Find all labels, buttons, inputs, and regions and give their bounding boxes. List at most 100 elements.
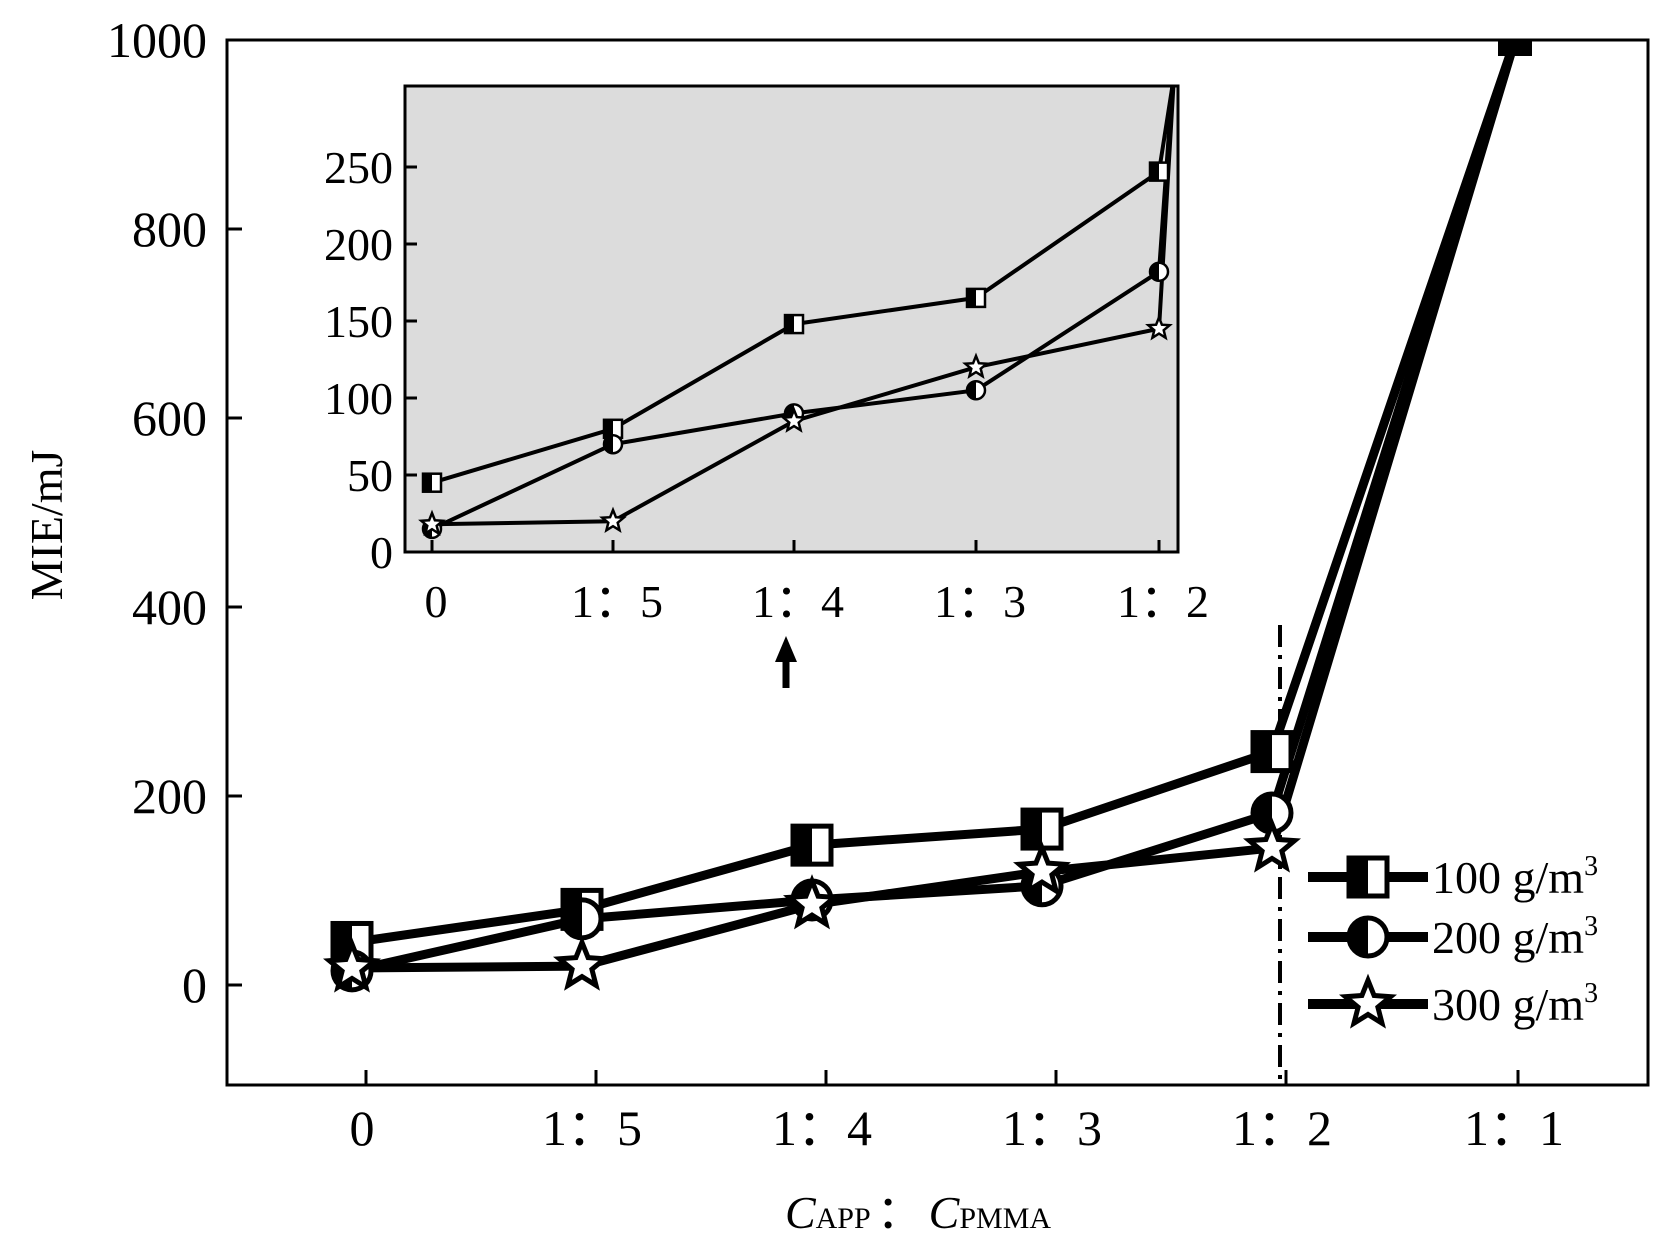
x-tick-label-1: 1：5: [542, 1100, 642, 1156]
inset-series-2-point-3-fill: [967, 381, 976, 400]
inset-series-1-point-3-fill: [967, 288, 976, 307]
inset-series-line-3: [431, 86, 1176, 527]
y-tick-label-200: 200: [132, 768, 207, 824]
legend-label-2: 200 g/m3: [1432, 911, 1598, 963]
inset-series-1-point-1-fill: [604, 419, 613, 438]
series-3-point-3-star: [1013, 841, 1071, 897]
inset-series-group: [418, 86, 1176, 540]
series-1-point-3: [1020, 807, 1064, 851]
inset-series-2-point-1-fill: [604, 435, 613, 454]
x-axis-label-c2: C: [929, 1187, 961, 1238]
x-axis-label-sub2: PMMA: [959, 1202, 1051, 1235]
inset-series-1-point-3: [965, 287, 987, 309]
series-1-point-2-fill: [793, 826, 812, 865]
series-3-point-2-star: [783, 874, 841, 930]
series-2-point-1-fill: [563, 899, 582, 938]
series-1-point-4: [1250, 730, 1294, 774]
legend-marker-2-fill: [1349, 918, 1368, 956]
inset-x-tick-label-2: 1：4: [752, 576, 844, 627]
legend-label-sup-3: 3: [1584, 978, 1598, 1009]
top-point-cluster: [1498, 40, 1532, 56]
inset-series-line-2: [431, 86, 1175, 531]
inset-series-1-point-0: [421, 472, 443, 493]
inset-series-3-point-4-star: [1145, 314, 1173, 341]
inset-series-line-1: [431, 86, 1175, 485]
legend-marker-3-star: [1339, 973, 1397, 1029]
inset-series-3-point-0-star: [418, 509, 446, 537]
y-axis-label: MIE/mJ: [21, 450, 72, 601]
inset-series-3-point-1-star: [599, 506, 627, 533]
legend-marker-3: [1339, 973, 1397, 1029]
legend-label-sup-1: 3: [1584, 851, 1598, 882]
series-2-point-1: [560, 897, 604, 941]
inset-series-2-point-4: [1148, 261, 1170, 282]
series-1-point-2: [790, 823, 834, 867]
legend-label-text-1: 100 g/m: [1432, 852, 1584, 903]
x-axis-label-sub1: APP: [816, 1202, 871, 1235]
inset-series-2-point-3: [965, 380, 987, 401]
inset-y-tick-label-0: 0: [370, 527, 393, 578]
x-tick-label-3: 1：3: [1002, 1100, 1102, 1156]
inset-series-1-point-2-fill: [785, 315, 794, 334]
series-3-point-4-star: [1243, 817, 1301, 873]
inset-series-2-point-4-fill: [1150, 262, 1159, 281]
series-line-2: [351, 38, 1520, 976]
inset-series-1-point-4: [1148, 161, 1170, 182]
x-axis-label-sep: ：: [877, 1187, 923, 1238]
series-3-point-2: [783, 874, 841, 930]
x-tick-label-2: 1：4: [772, 1100, 872, 1156]
inset-series-1-point-4-fill: [1150, 162, 1159, 181]
x-tick-label-5: 1：1: [1464, 1100, 1564, 1156]
series-2-point-4-fill: [1253, 794, 1272, 833]
series-3-point-0-star: [323, 937, 381, 993]
inset-series-1-point-2: [783, 313, 805, 335]
inset-series-3-point-2: [780, 406, 808, 433]
legend-label-text-3: 300 g/m: [1432, 979, 1584, 1030]
y-tick-label-1000: 1000: [107, 12, 207, 68]
x-tick-label-4: 1：2: [1232, 1100, 1332, 1156]
series-1-point-3-fill: [1023, 810, 1042, 849]
inset-series-3-point-4: [1145, 314, 1173, 341]
legend-label-text-2: 200 g/m: [1432, 912, 1584, 963]
series-3-point-1-star: [553, 935, 611, 991]
inset-y-tick-label-200: 200: [324, 219, 393, 270]
legend-marker-1: [1346, 855, 1390, 899]
inset-x-tick-label-4: 1：2: [1117, 576, 1209, 627]
y-tick-label-800: 800: [132, 201, 207, 257]
x-tick-label-0: 0: [350, 1100, 375, 1156]
x-axis-label: CAPP： CPMMA: [785, 1187, 1051, 1238]
series-line-1: [351, 38, 1520, 947]
inset-y-tick-label-50: 50: [347, 450, 393, 501]
inset-plot: 0 50 100 150 200 250 0 1：5 1：4 1：3 1：2: [324, 84, 1209, 688]
inset-x-tick-label-3: 1：3: [934, 576, 1026, 627]
y-tick-label-400: 400: [132, 579, 207, 635]
legend-marker-1-fill: [1349, 858, 1368, 896]
inset-series-3-point-2-star: [780, 406, 808, 433]
series-3-point-0: [323, 937, 381, 993]
series-3-point-3: [1013, 841, 1071, 897]
inset-series-3-point-1: [599, 506, 627, 533]
y-tick-label-0: 0: [182, 957, 207, 1013]
series-line-3: [351, 38, 1520, 973]
inset-y-tick-label-150: 150: [324, 296, 393, 347]
inset-y-tick-label-250: 250: [324, 142, 393, 193]
series-3-point-4: [1243, 817, 1301, 873]
inset-x-tick-label-0: 0: [425, 576, 448, 627]
inset-series-1-point-0-fill: [423, 473, 432, 492]
legend-label-sup-2: 3: [1584, 911, 1598, 942]
legend-label-3: 300 g/m3: [1432, 978, 1598, 1030]
y-tick-label-600: 600: [132, 390, 207, 446]
legend-label-1: 100 g/m3: [1432, 851, 1598, 903]
inset-series-3-point-3: [962, 352, 990, 380]
series-1-point-4-fill: [1253, 732, 1272, 771]
x-axis-label-c1: C: [785, 1187, 817, 1238]
inset-series-3-point-0: [418, 509, 446, 537]
inset-y-tick-label-100: 100: [324, 373, 393, 424]
inset-x-tick-label-1: 1：5: [571, 576, 663, 627]
legend-marker-2: [1346, 915, 1390, 959]
main-plot-frame: [225, 38, 1650, 1087]
series-3-point-1: [553, 935, 611, 991]
